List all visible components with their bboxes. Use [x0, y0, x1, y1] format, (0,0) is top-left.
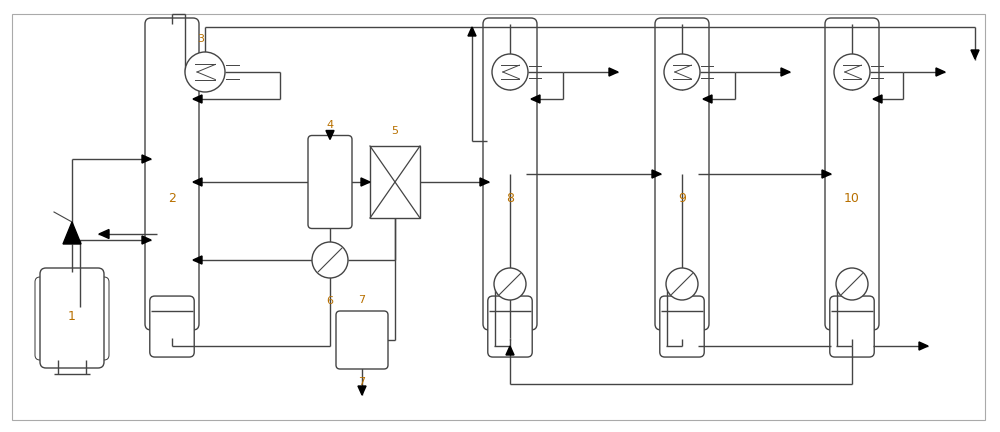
- Polygon shape: [480, 178, 489, 186]
- Circle shape: [312, 242, 348, 278]
- Polygon shape: [358, 386, 366, 395]
- FancyBboxPatch shape: [660, 296, 704, 357]
- Polygon shape: [361, 178, 370, 186]
- Text: 3: 3: [198, 34, 205, 44]
- Circle shape: [666, 268, 698, 300]
- Polygon shape: [63, 222, 81, 244]
- Text: 2: 2: [168, 191, 176, 204]
- FancyBboxPatch shape: [150, 296, 194, 357]
- Polygon shape: [652, 170, 661, 178]
- Polygon shape: [468, 27, 476, 36]
- Text: 8: 8: [506, 191, 514, 204]
- FancyBboxPatch shape: [830, 296, 874, 357]
- FancyBboxPatch shape: [488, 296, 532, 357]
- Polygon shape: [193, 256, 202, 264]
- Polygon shape: [971, 50, 979, 59]
- Bar: [370, 146, 420, 218]
- Polygon shape: [822, 170, 831, 178]
- Circle shape: [664, 54, 700, 90]
- Polygon shape: [531, 95, 540, 103]
- Polygon shape: [193, 95, 202, 103]
- Text: 5: 5: [392, 126, 399, 136]
- FancyBboxPatch shape: [655, 18, 709, 330]
- Circle shape: [185, 52, 225, 92]
- FancyBboxPatch shape: [825, 18, 879, 330]
- FancyBboxPatch shape: [308, 136, 352, 229]
- Circle shape: [834, 54, 870, 90]
- Polygon shape: [781, 68, 790, 76]
- Text: 10: 10: [844, 191, 860, 204]
- Circle shape: [492, 54, 528, 90]
- Text: 7: 7: [358, 377, 366, 387]
- FancyBboxPatch shape: [40, 268, 104, 368]
- Polygon shape: [99, 229, 109, 238]
- Polygon shape: [506, 346, 514, 355]
- Text: 9: 9: [678, 191, 686, 204]
- Polygon shape: [326, 130, 334, 140]
- Polygon shape: [936, 68, 945, 76]
- Text: 6: 6: [327, 296, 334, 306]
- Circle shape: [494, 268, 526, 300]
- FancyBboxPatch shape: [145, 18, 199, 330]
- Polygon shape: [142, 155, 151, 163]
- Text: 4: 4: [326, 120, 334, 130]
- Polygon shape: [873, 95, 882, 103]
- Text: 1: 1: [68, 309, 76, 323]
- Circle shape: [836, 268, 868, 300]
- Polygon shape: [703, 95, 712, 103]
- FancyBboxPatch shape: [483, 18, 537, 330]
- Polygon shape: [193, 178, 202, 186]
- FancyBboxPatch shape: [336, 311, 388, 369]
- Polygon shape: [142, 236, 151, 244]
- Text: 7: 7: [358, 295, 366, 305]
- Polygon shape: [919, 342, 928, 350]
- Polygon shape: [609, 68, 618, 76]
